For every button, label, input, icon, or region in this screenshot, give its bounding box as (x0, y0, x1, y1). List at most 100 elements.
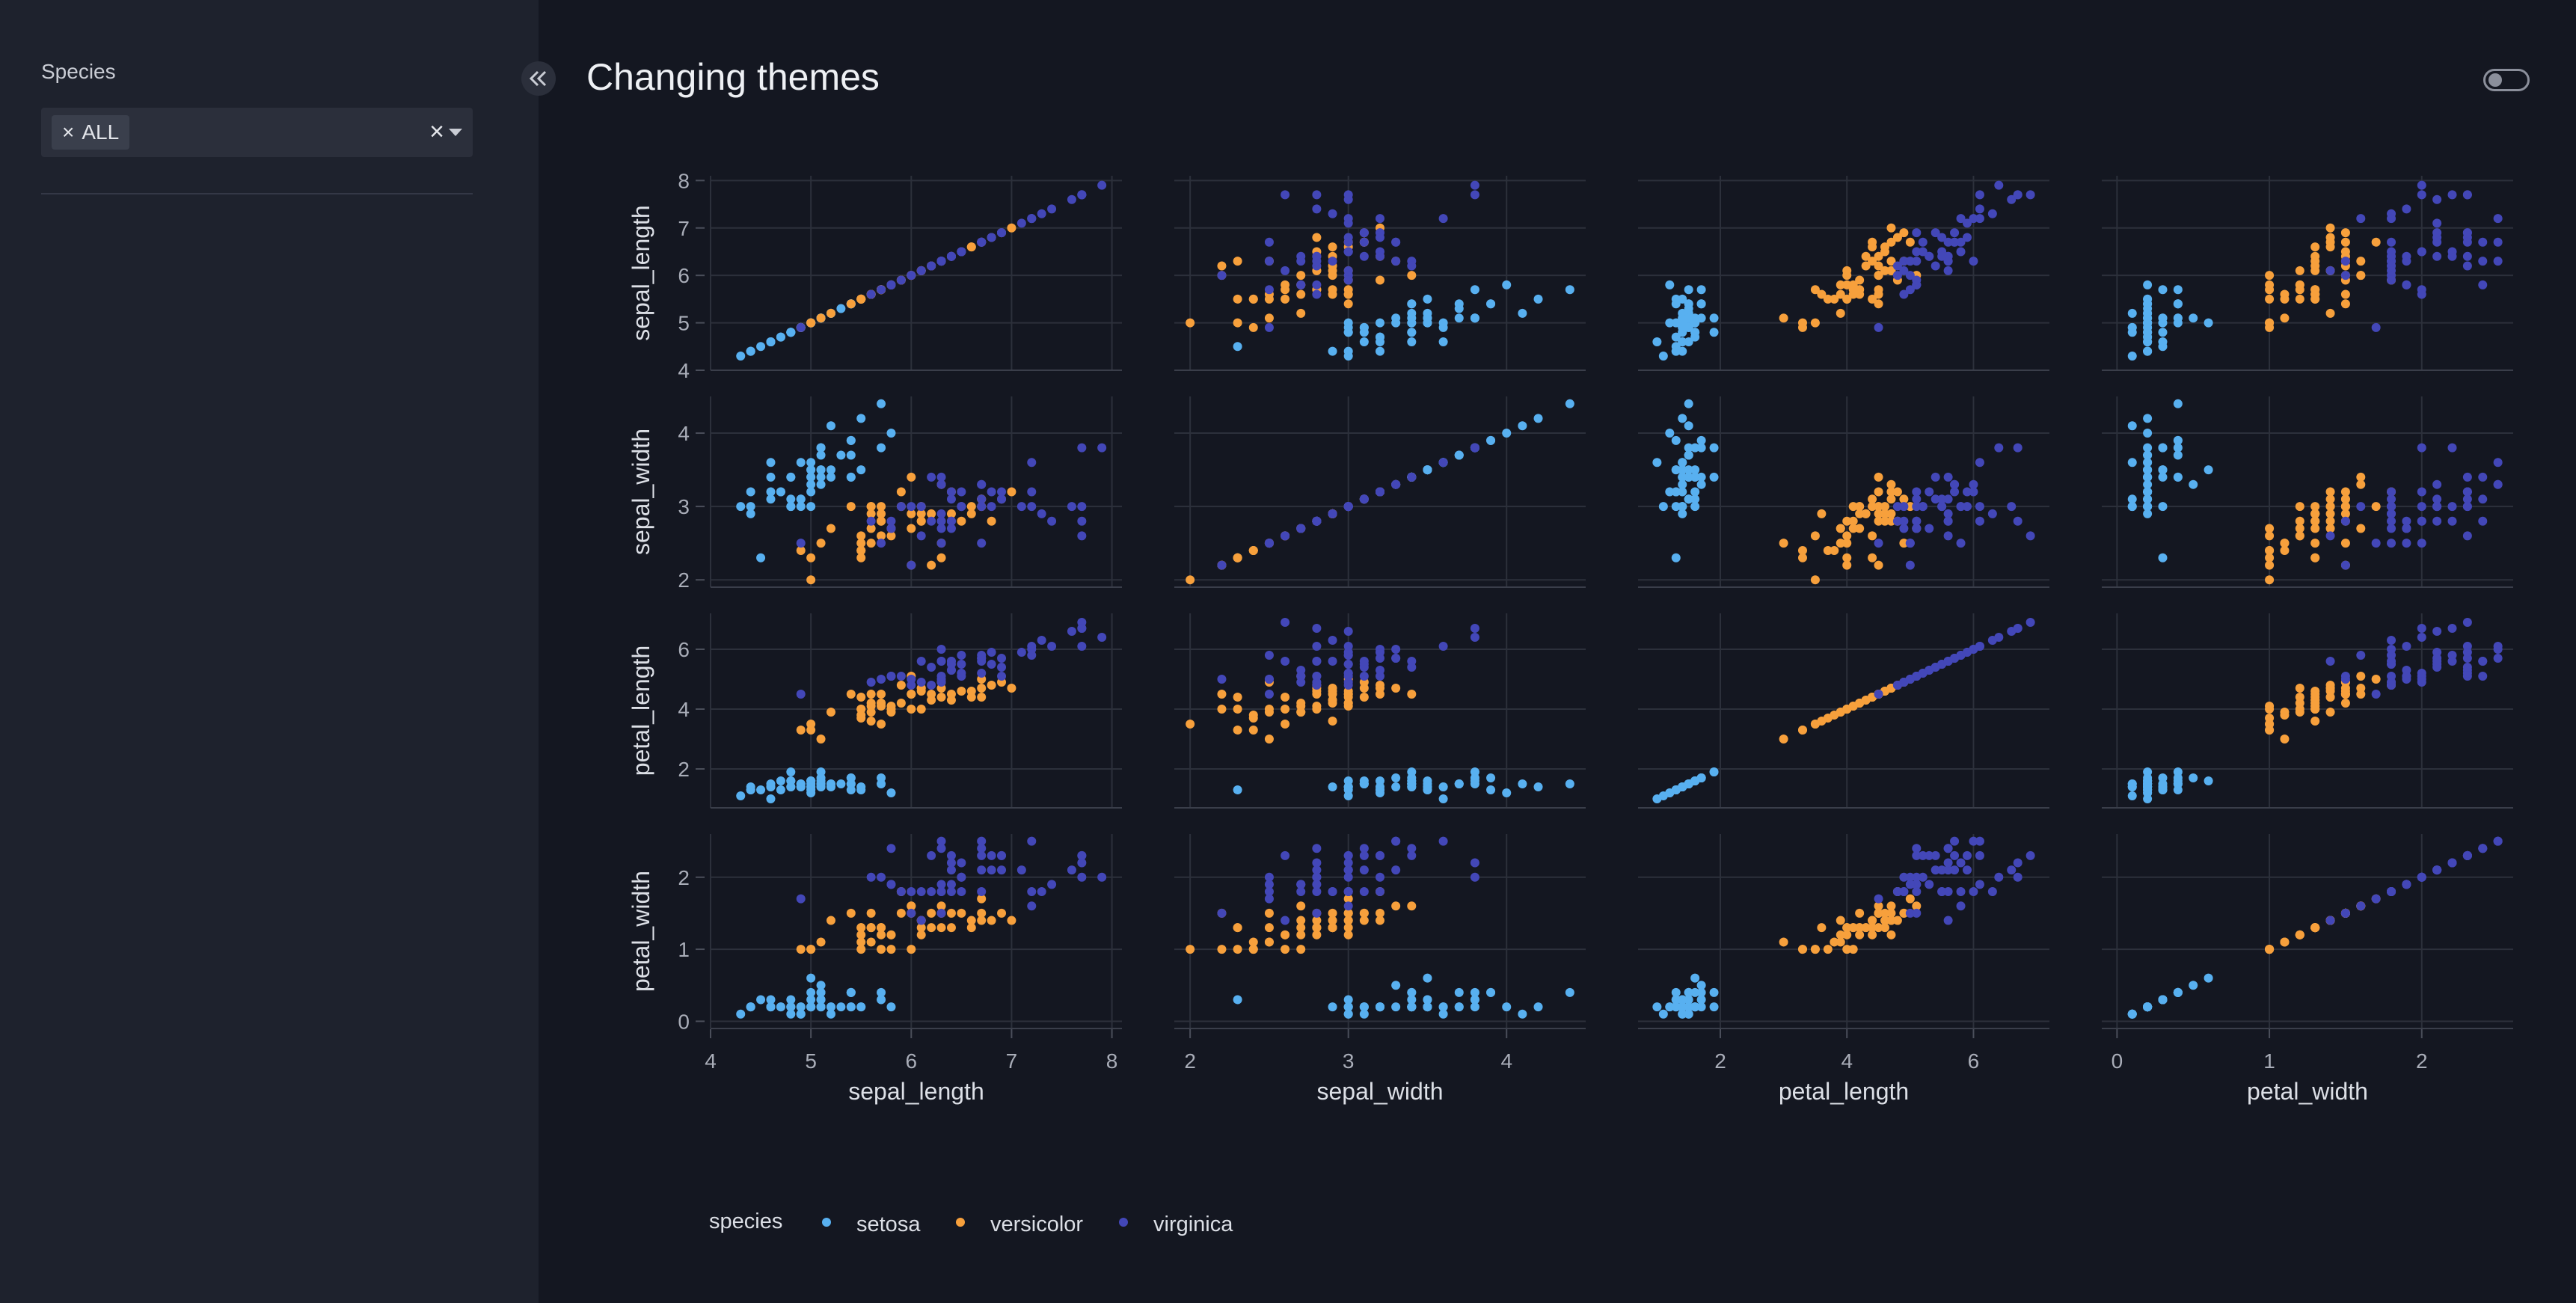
data-point-setosa (2173, 399, 2183, 408)
data-point-setosa (1518, 1009, 1527, 1019)
clear-selection-icon[interactable]: × (429, 117, 444, 146)
data-point-versicolor (1861, 251, 1871, 261)
data-point-versicolor (936, 693, 946, 702)
data-point-setosa (1233, 785, 1242, 794)
data-point-virginica (2371, 690, 2381, 699)
data-point-virginica (1975, 880, 1984, 889)
data-point-virginica (907, 908, 916, 918)
data-point-setosa (1671, 1002, 1681, 1012)
data-point-setosa (1486, 773, 1496, 782)
data-point-virginica (2387, 487, 2396, 497)
data-point-versicolor (1886, 237, 1896, 247)
data-point-virginica (2340, 560, 2350, 570)
data-point-versicolor (1886, 266, 1896, 275)
data-point-virginica (997, 865, 1007, 875)
data-point-virginica (1470, 872, 1479, 882)
data-point-virginica (987, 865, 996, 875)
data-point-virginica (1047, 642, 1057, 651)
data-point-virginica (1077, 190, 1087, 200)
data-point-virginica (1281, 531, 1290, 541)
data-point-versicolor (1868, 494, 1877, 504)
data-point-setosa (1454, 450, 1464, 460)
data-point-setosa (1678, 472, 1687, 482)
data-point-virginica (1943, 516, 1953, 526)
data-point-virginica (1937, 865, 1947, 875)
data-point-setosa (1671, 553, 1681, 562)
data-point-virginica (916, 266, 926, 275)
data-point-versicolor (1233, 257, 1242, 266)
data-point-virginica (1281, 657, 1290, 666)
data-point-versicolor (1798, 318, 1807, 328)
data-point-virginica (916, 657, 926, 666)
data-point-setosa (1502, 788, 1512, 797)
data-point-setosa (1565, 399, 1574, 408)
data-point-setosa (1684, 313, 1693, 323)
data-point-setosa (1343, 995, 1353, 1005)
data-point-virginica (1969, 214, 1978, 224)
data-point-setosa (2143, 280, 2153, 289)
data-point-virginica (907, 681, 916, 690)
data-point-setosa (1502, 1002, 1512, 1012)
data-point-versicolor (2310, 242, 2320, 252)
data-point-versicolor (886, 705, 896, 714)
data-point-setosa (1376, 1002, 1384, 1012)
data-point-versicolor (966, 502, 976, 512)
data-point-setosa (1709, 443, 1719, 453)
data-point-setosa (1690, 443, 1700, 453)
data-point-versicolor (1328, 923, 1337, 933)
data-point-setosa (1678, 465, 1687, 475)
data-point-versicolor (886, 945, 896, 954)
data-point-virginica (2356, 214, 2366, 224)
collapse-sidebar-button[interactable] (521, 61, 556, 96)
data-point-versicolor (977, 684, 987, 693)
data-point-setosa (2158, 502, 2168, 512)
data-point-setosa (1470, 987, 1479, 997)
data-point-virginica (1296, 280, 1306, 289)
data-point-versicolor (936, 901, 946, 911)
dropdown-caret-icon[interactable] (449, 129, 462, 136)
data-point-versicolor (1842, 531, 1852, 541)
data-point-virginica (2402, 204, 2411, 214)
data-point-versicolor (1886, 223, 1896, 233)
data-point-virginica (1905, 560, 1915, 570)
data-point-virginica (2462, 494, 2472, 504)
data-point-versicolor (927, 560, 936, 570)
data-point-versicolor (2265, 545, 2275, 555)
data-point-virginica (1931, 472, 1940, 482)
data-point-versicolor (806, 726, 816, 735)
data-point-setosa (786, 767, 796, 776)
data-point-versicolor (1248, 294, 1258, 304)
data-point-versicolor (796, 945, 806, 954)
data-point-versicolor (2340, 494, 2350, 504)
data-point-virginica (1407, 844, 1417, 853)
data-point-virginica (927, 850, 936, 860)
data-point-versicolor (1798, 945, 1807, 954)
data-point-virginica (957, 858, 966, 868)
data-point-virginica (1470, 180, 1479, 190)
data-point-virginica (1343, 901, 1353, 911)
data-point-virginica (1037, 887, 1046, 897)
data-point-setosa (846, 987, 856, 997)
data-point-versicolor (877, 945, 886, 954)
data-point-versicolor (1912, 901, 1922, 911)
data-point-setosa (1423, 995, 1432, 1005)
x-tick-label: 6 (906, 1049, 918, 1073)
data-point-virginica (1905, 908, 1915, 918)
data-point-versicolor (1880, 502, 1889, 512)
y-axis-title: sepal_width (628, 429, 654, 555)
data-point-setosa (2189, 773, 2198, 782)
chip-remove-icon[interactable]: × (62, 120, 75, 144)
data-point-setosa (806, 502, 816, 512)
data-point-virginica (2462, 502, 2472, 512)
species-dropdown[interactable]: × ALL × (41, 108, 473, 157)
data-point-virginica (936, 472, 946, 482)
data-point-virginica (1296, 887, 1306, 897)
data-point-versicolor (1407, 901, 1417, 911)
data-point-versicolor (916, 705, 926, 714)
theme-toggle-switch[interactable] (2483, 69, 2530, 91)
data-point-virginica (1963, 850, 1972, 860)
data-point-setosa (816, 995, 826, 1005)
data-point-versicolor (1233, 553, 1242, 562)
data-point-virginica (1343, 858, 1353, 868)
data-point-virginica (2007, 502, 2017, 512)
